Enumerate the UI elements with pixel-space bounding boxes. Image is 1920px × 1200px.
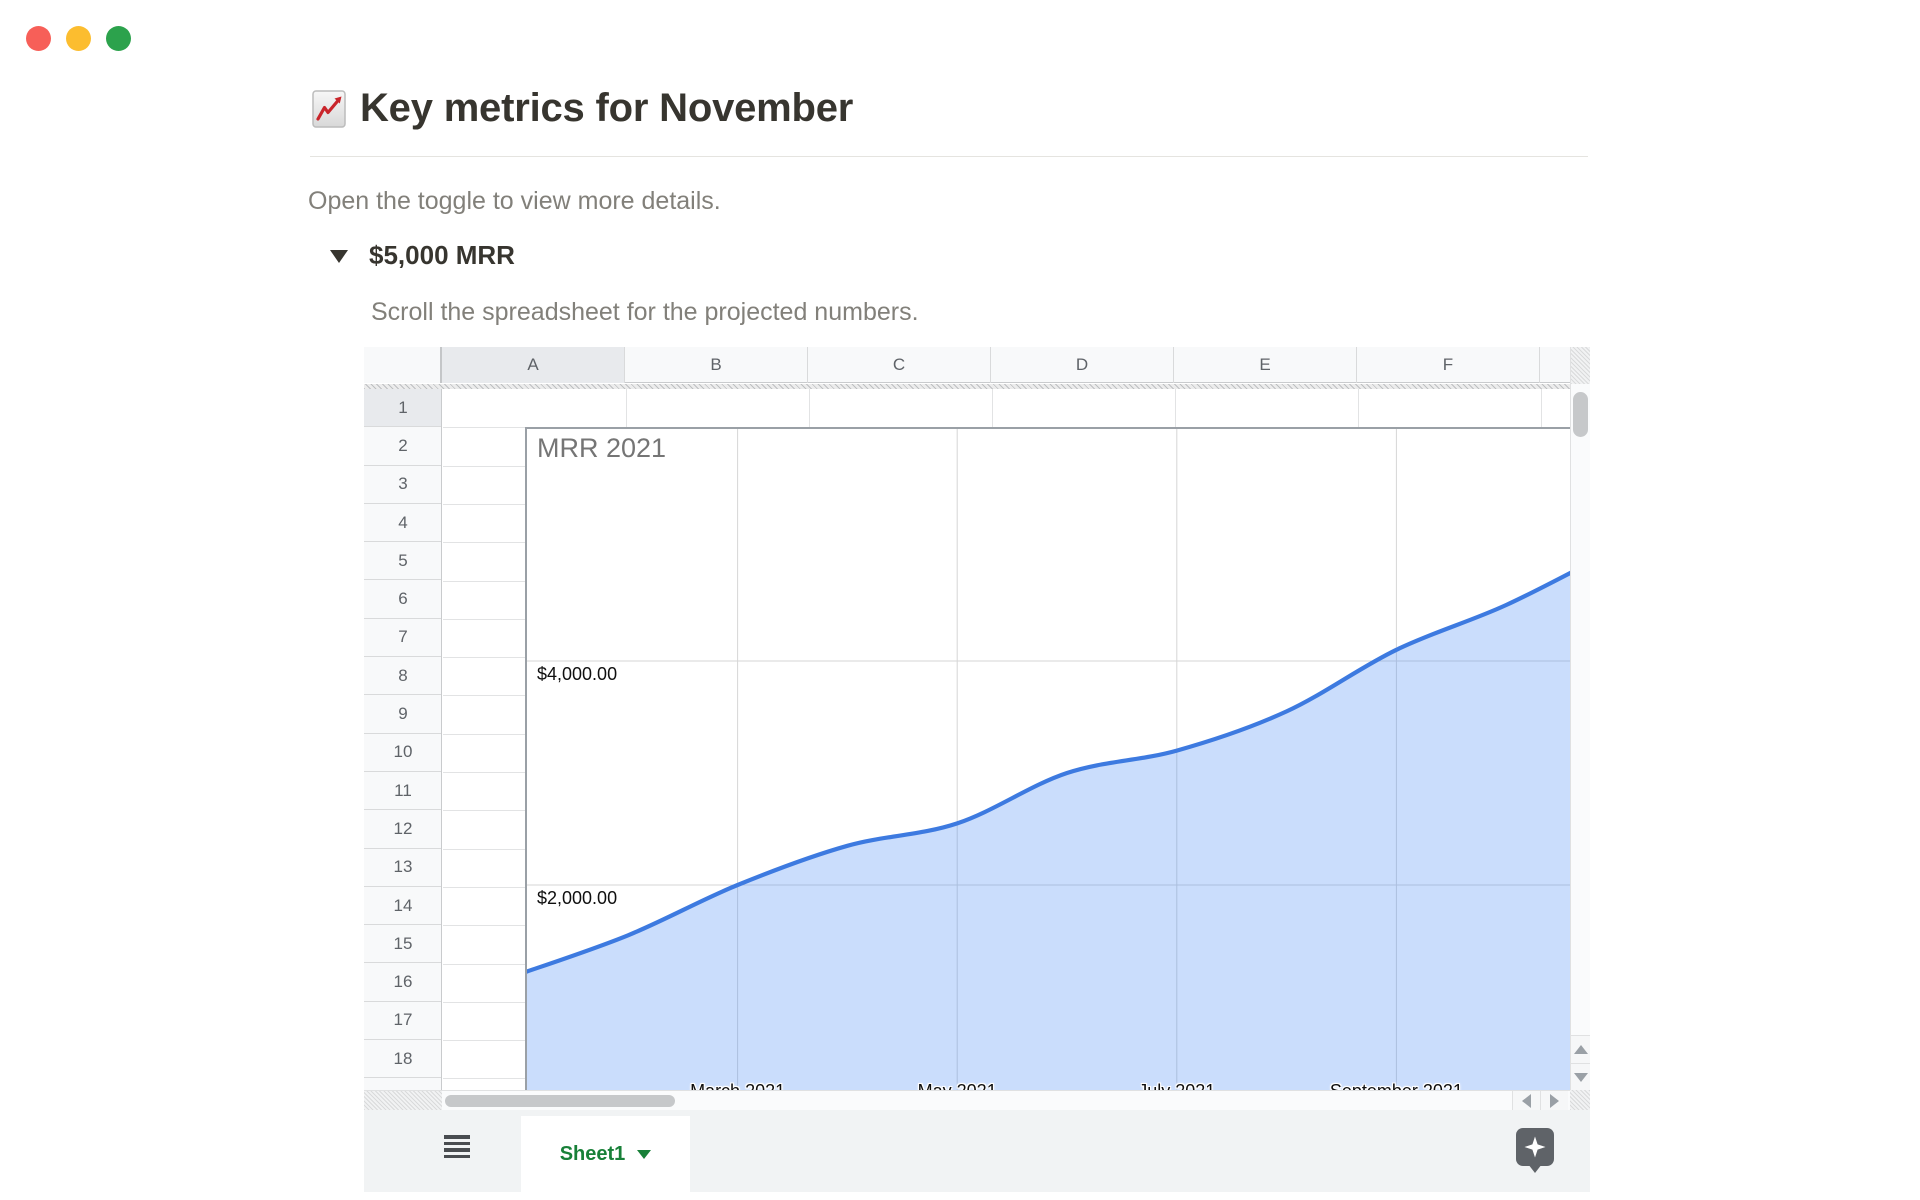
horizontal-scrollbar[interactable]: [364, 1090, 1590, 1110]
row-header-1[interactable]: 1: [364, 389, 441, 428]
select-all-corner[interactable]: [364, 347, 442, 383]
page-title-row: Key metrics for November: [310, 86, 853, 131]
row-header-11[interactable]: 11: [364, 772, 441, 811]
right-arrow-icon: [1550, 1093, 1559, 1108]
sheet-tab-menu-icon[interactable]: [637, 1149, 652, 1159]
y-axis-label: $2,000.00: [537, 888, 618, 908]
explore-button[interactable]: [1516, 1128, 1554, 1166]
row-header-5[interactable]: 5: [364, 542, 441, 581]
column-header-D[interactable]: D: [991, 347, 1174, 383]
minimize-window-button[interactable]: [66, 26, 91, 51]
x-axis-label: March 2021: [690, 1081, 785, 1090]
row-header-16[interactable]: 16: [364, 963, 441, 1002]
scroll-up-button[interactable]: [1571, 1035, 1590, 1063]
vertical-scrollbar[interactable]: [1570, 347, 1590, 1091]
scroll-left-button[interactable]: [1512, 1091, 1540, 1110]
row-header-19[interactable]: 19: [364, 1078, 441, 1090]
vertical-scrollbar-top: [1571, 347, 1590, 384]
row-header-2[interactable]: 2: [364, 427, 441, 466]
explore-button-tail: [1528, 1164, 1542, 1173]
column-header-B[interactable]: B: [625, 347, 808, 383]
intro-paragraph: Open the toggle to view more details.: [308, 187, 721, 215]
row-header-13[interactable]: 13: [364, 849, 441, 887]
row-header-14[interactable]: 14: [364, 887, 441, 926]
up-arrow-icon: [1573, 1045, 1588, 1054]
row-header-7[interactable]: 7: [364, 619, 441, 658]
series-line: [527, 570, 1570, 974]
x-axis-label: July 2021: [1138, 1081, 1215, 1090]
all-sheets-menu-button[interactable]: [444, 1135, 470, 1158]
vertical-scrollbar-thumb[interactable]: [1573, 392, 1588, 437]
scroll-down-button[interactable]: [1571, 1063, 1590, 1091]
chart-title: MRR 2021: [537, 433, 667, 463]
row-header-15[interactable]: 15: [364, 925, 441, 964]
column-header-partial[interactable]: [1540, 347, 1570, 383]
horizontal-scrollbar-corner: [364, 1091, 442, 1110]
row-headers: 12345678910111213141516171819: [364, 389, 442, 1090]
column-header-F[interactable]: F: [1357, 347, 1540, 383]
row-header-6[interactable]: 6: [364, 580, 441, 619]
sheet-tab[interactable]: Sheet1: [521, 1116, 690, 1192]
title-divider: [310, 156, 1588, 157]
x-axis-label: May 2021: [918, 1081, 997, 1090]
column-header-E[interactable]: E: [1174, 347, 1357, 383]
row-header-4[interactable]: 4: [364, 504, 441, 543]
row-header-9[interactable]: 9: [364, 695, 441, 734]
frozen-row-divider[interactable]: [364, 384, 1570, 389]
row-header-3[interactable]: 3: [364, 466, 441, 504]
chart-increasing-emoji-icon: [312, 89, 346, 128]
sparkle-star-icon: [1524, 1136, 1546, 1158]
scrollbar-corner: [1570, 1090, 1590, 1110]
row-header-17[interactable]: 17: [364, 1002, 441, 1041]
sheet-grid[interactable]: MRR 2021 $4,000.00 $2,000.00 March 2021 May…: [443, 389, 1570, 1090]
area-chart: [527, 429, 1570, 1090]
toggle-body-paragraph: Scroll the spreadsheet for the projected…: [371, 298, 919, 326]
left-arrow-icon: [1522, 1093, 1531, 1108]
sheet-footer-bar: Sheet1: [364, 1110, 1590, 1192]
horizontal-scrollbar-thumb[interactable]: [445, 1095, 675, 1107]
sheet-tab-label: Sheet1: [559, 1142, 626, 1165]
embedded-chart[interactable]: MRR 2021 $4,000.00 $2,000.00 March 2021 May…: [525, 427, 1570, 1090]
zoom-window-button[interactable]: [106, 26, 131, 51]
window-controls: [26, 26, 131, 51]
toggle-block[interactable]: $5,000 MRR: [330, 240, 515, 271]
row-header-8[interactable]: 8: [364, 657, 441, 696]
area-fill: [527, 573, 1570, 1090]
row-header-10[interactable]: 10: [364, 734, 441, 772]
page-title: Key metrics for November: [360, 86, 854, 130]
x-axis-label: September 2021: [1330, 1081, 1463, 1090]
down-arrow-icon: [1573, 1073, 1588, 1082]
column-header-C[interactable]: C: [808, 347, 991, 383]
scroll-right-button[interactable]: [1540, 1091, 1568, 1110]
toggle-open-icon[interactable]: [330, 250, 348, 263]
y-axis-label: $4,000.00: [537, 664, 618, 684]
row-header-18[interactable]: 18: [364, 1040, 441, 1079]
toggle-label: $5,000 MRR: [369, 240, 515, 270]
column-header-A[interactable]: A: [442, 347, 625, 383]
row-header-12[interactable]: 12: [364, 810, 441, 849]
close-window-button[interactable]: [26, 26, 51, 51]
